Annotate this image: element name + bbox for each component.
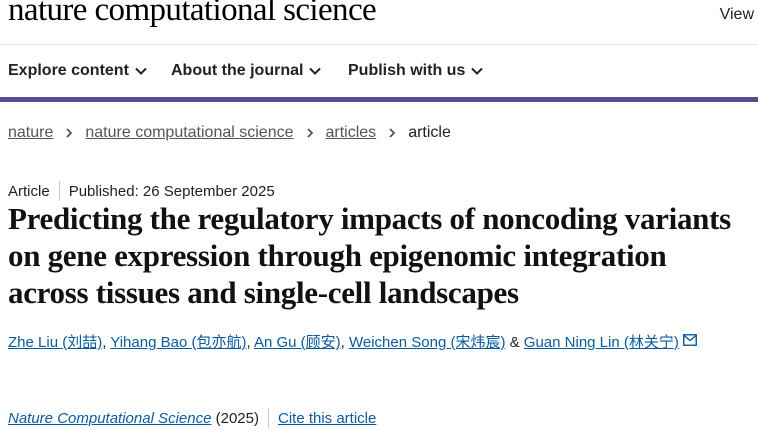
article-meta: Article Published: 26 September 2025 xyxy=(8,181,275,201)
author-link[interactable]: Zhe Liu (刘喆) xyxy=(8,334,103,351)
citation-divider xyxy=(267,408,269,428)
nav-about-journal[interactable]: About the journal xyxy=(171,62,322,80)
chevron-down-icon xyxy=(135,67,147,75)
main-nav: Explore content About the journal Publis… xyxy=(0,45,758,97)
breadcrumb: nature nature computational science arti… xyxy=(8,124,451,142)
citation-year: (2025) xyxy=(211,409,259,427)
author-list: Zhe Liu (刘喆), Yihang Bao (包亦航), An Gu (顾… xyxy=(8,331,697,352)
published-date: Published: 26 September 2025 xyxy=(68,182,275,200)
nav-explore-content[interactable]: Explore content xyxy=(8,62,148,80)
nav-publish-with-us[interactable]: Publish with us xyxy=(348,62,484,80)
chevron-down-icon xyxy=(309,67,322,75)
author-separator: , xyxy=(340,334,349,351)
chevron-down-icon xyxy=(471,67,484,75)
view-link[interactable]: View xyxy=(719,6,754,23)
author-link[interactable]: An Gu (顾安) xyxy=(253,334,341,351)
nav-item-label: Publish with us xyxy=(348,62,466,79)
nav-accent-bar xyxy=(0,97,758,102)
breadcrumb-articles[interactable]: articles xyxy=(325,124,377,141)
chevron-right-icon xyxy=(389,128,396,138)
site-header: nature computational science View xyxy=(0,0,758,45)
article-type: Article xyxy=(8,182,50,200)
article-title: Predicting the regulatory impacts of non… xyxy=(8,201,731,310)
chevron-right-icon xyxy=(66,128,73,138)
journal-link[interactable]: Nature Computational Science xyxy=(8,409,212,427)
nav-item-label: Explore content xyxy=(8,62,129,79)
breadcrumb-current: article xyxy=(408,124,451,141)
citation: Nature Computational Science (2025) Cite… xyxy=(8,408,376,428)
author-link[interactable]: Guan Ning Lin (林关宁) xyxy=(523,334,679,351)
cite-this-article-link[interactable]: Cite this article xyxy=(277,409,377,427)
mail-icon[interactable] xyxy=(682,334,697,346)
author-link[interactable]: Yihang Bao (包亦航) xyxy=(110,334,247,351)
breadcrumb-nature[interactable]: nature xyxy=(8,124,54,141)
author-link[interactable]: Weichen Song (宋炜宸) xyxy=(349,334,506,351)
author-separator: & xyxy=(505,334,524,351)
breadcrumb-journal[interactable]: nature computational science xyxy=(85,124,294,141)
chevron-right-icon xyxy=(306,128,313,138)
author-separator: , xyxy=(246,334,254,351)
author-separator: , xyxy=(102,334,111,351)
journal-logo[interactable]: nature computational science xyxy=(8,0,377,28)
nav-item-label: About the journal xyxy=(171,62,304,79)
meta-divider xyxy=(58,181,60,201)
